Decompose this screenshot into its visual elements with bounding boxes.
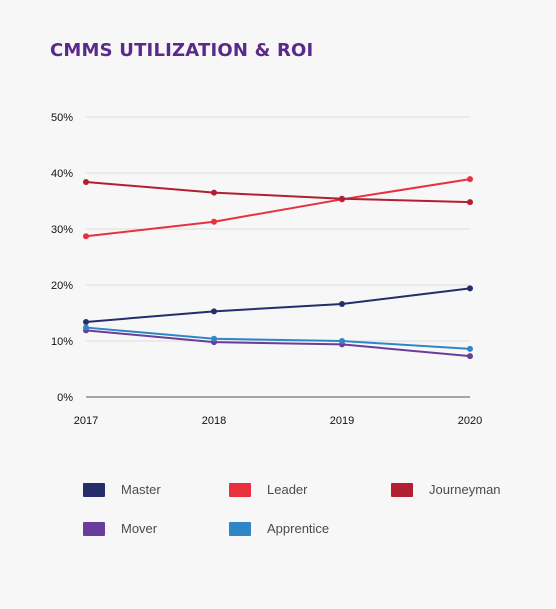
- data-point-apprentice: [467, 345, 473, 352]
- data-point-journeyman: [467, 199, 473, 206]
- axis-labels: 0% 10% 20% 30% 40% 50% 2017 2018 2019 2020: [51, 112, 482, 427]
- y-tick-label: 0%: [57, 392, 73, 404]
- y-tick-label: 20%: [51, 280, 73, 292]
- series-lines: [83, 176, 473, 360]
- data-point-leader: [211, 218, 217, 225]
- data-point-journeyman: [83, 178, 89, 185]
- data-point-leader: [467, 176, 473, 183]
- chart-title: CMMS UTILIZATION & ROI: [50, 40, 314, 61]
- data-point-mover: [467, 353, 473, 360]
- series-line-apprentice: [85, 326, 471, 350]
- data-point-journeyman: [339, 195, 345, 202]
- series-line-journeyman: [85, 180, 471, 204]
- series-master: [83, 285, 473, 325]
- gridlines: [86, 116, 470, 398]
- data-point-apprentice: [339, 338, 345, 344]
- x-tick-label: 2020: [458, 415, 482, 427]
- data-point-apprentice: [83, 324, 89, 331]
- series-line-leader: [85, 178, 471, 238]
- data-point-master: [339, 301, 345, 308]
- data-point-apprentice: [211, 335, 217, 342]
- y-tick-label: 10%: [51, 336, 73, 348]
- data-point-master: [211, 308, 217, 315]
- x-tick-label: 2017: [74, 415, 98, 427]
- series-journeyman: [83, 178, 473, 206]
- data-point-master: [83, 318, 89, 325]
- data-point-leader: [83, 233, 89, 240]
- x-tick-label: 2018: [202, 415, 226, 427]
- data-point-journeyman: [211, 189, 217, 196]
- series-apprentice: [83, 324, 473, 352]
- x-tick-label: 2019: [330, 415, 354, 427]
- data-point-master: [467, 285, 473, 292]
- y-tick-label: 40%: [51, 168, 73, 180]
- y-tick-label: 30%: [51, 224, 73, 236]
- series-line-master: [85, 287, 471, 323]
- y-tick-label: 50%: [51, 112, 73, 124]
- series-line-mover: [85, 329, 471, 358]
